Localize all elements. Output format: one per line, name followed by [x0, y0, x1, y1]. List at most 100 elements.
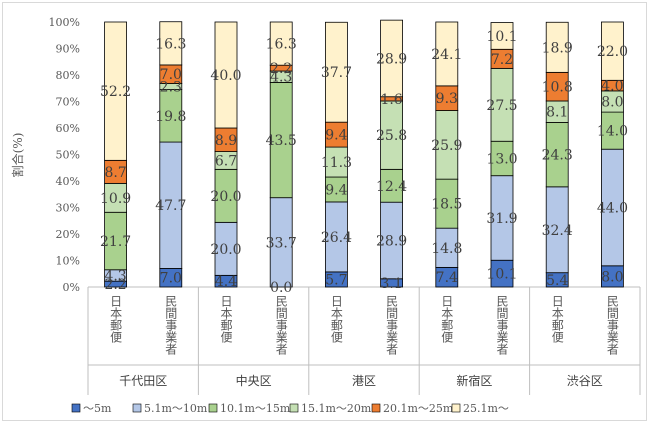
- data-label: 7.0: [160, 271, 182, 287]
- data-label: 8.7: [104, 165, 126, 181]
- legend-label: 25.1m〜: [463, 402, 509, 415]
- data-label: 37.7: [321, 65, 352, 81]
- data-label: 25.9: [431, 138, 462, 154]
- chart-frame: [2, 2, 647, 421]
- data-label: 13.0: [486, 151, 517, 167]
- legend-label: 〜5m: [83, 402, 112, 415]
- data-label: 8.0: [601, 269, 623, 285]
- data-label: 25.8: [376, 128, 407, 144]
- data-label: 43.5: [266, 133, 297, 149]
- data-label: 19.8: [155, 109, 186, 125]
- legend-swatch: [289, 403, 299, 413]
- y-tick-label: 80%: [56, 69, 80, 82]
- bar-segment: [104, 21, 127, 161]
- data-label: 2.2: [270, 61, 292, 77]
- x-category-label: 日本郵便: [329, 295, 343, 343]
- data-label: 9.4: [325, 128, 347, 144]
- x-category-label: 日本郵便: [550, 295, 564, 343]
- data-label: 10.1: [486, 29, 517, 45]
- bar-segment: [380, 19, 404, 98]
- data-label: 9.3: [436, 91, 458, 107]
- data-label: 47.7: [155, 198, 186, 214]
- data-label: 32.4: [542, 223, 573, 239]
- x-category-label: 民間事業者: [274, 295, 288, 356]
- bar-segment: [269, 21, 293, 66]
- data-label: 2.2: [104, 277, 126, 293]
- data-label: 10.8: [542, 80, 573, 96]
- legend-label: 20.1m〜25m: [383, 402, 454, 415]
- bars: [104, 19, 624, 288]
- y-axis-title-group: 割合(%): [10, 133, 25, 178]
- legend-label: 5.1m〜10m: [144, 402, 208, 415]
- x-group-label: 中央区: [236, 373, 272, 388]
- x-group-label: 港区: [352, 374, 376, 388]
- data-label: 5.4: [546, 273, 568, 289]
- legend-swatch: [208, 403, 218, 413]
- data-label: 31.9: [486, 211, 517, 227]
- x-category-label: 民間事業者: [605, 295, 619, 356]
- x-category-labels: 日本郵便 民間事業者 日本郵便 民間事業者 日本郵便 民間事業者 日本郵便 民間事業者 日本郵便…: [109, 295, 620, 356]
- data-label: 20.0: [210, 242, 241, 258]
- data-label: 16.3: [155, 36, 186, 52]
- x-group-label: 新宿区: [456, 373, 492, 388]
- data-label: 26.4: [321, 230, 352, 246]
- data-label: 52.2: [100, 84, 131, 100]
- data-label: 0.0: [270, 280, 292, 296]
- data-label: 27.5: [486, 98, 517, 114]
- legend-label: 15.1m〜20m: [301, 402, 372, 415]
- data-label: 5.7: [325, 272, 347, 288]
- data-label: 8.0: [601, 95, 623, 111]
- data-labels: 2.24.321.710.98.752.27.047.719.82.37.016…: [100, 29, 628, 296]
- y-tick-label: 10%: [56, 255, 80, 268]
- x-group-label: 千代田区: [119, 374, 167, 388]
- x-category-label: 日本郵便: [109, 295, 123, 343]
- data-label: 28.9: [376, 233, 407, 249]
- y-tick-labels: 0% 10% 20% 30% 40% 50% 60% 70% 80% 90% 100%: [49, 16, 80, 294]
- bar-segment: [490, 22, 514, 50]
- x-category-label: 日本郵便: [440, 295, 454, 343]
- data-label: 28.9: [376, 51, 407, 67]
- y-tick-label: 60%: [56, 122, 80, 135]
- legend: 〜5m 5.1m〜10m 10.1m〜15m 15.1m〜20m 20.1m〜25m 25…: [71, 402, 509, 415]
- y-tick-label: 90%: [56, 43, 80, 56]
- data-label: 20.0: [210, 189, 241, 205]
- data-label: 18.5: [431, 197, 462, 213]
- data-label: 22.0: [597, 44, 628, 60]
- y-tick-label: 50%: [56, 149, 80, 162]
- bar-segment: [601, 21, 624, 81]
- data-label: 4.0: [601, 79, 623, 95]
- data-label: 44.0: [597, 201, 628, 217]
- data-label: 16.3: [266, 37, 297, 53]
- bar-segment: [159, 21, 183, 66]
- data-label: 7.2: [491, 52, 513, 68]
- y-tick-label: 40%: [56, 175, 80, 188]
- data-label: 18.9: [542, 40, 573, 56]
- x-category-label: 日本郵便: [219, 295, 233, 343]
- bar-segment: [435, 21, 459, 87]
- x-group-label: 渋谷区: [567, 374, 603, 388]
- y-tick-label: 70%: [56, 96, 80, 109]
- data-label: 4.3: [270, 70, 292, 86]
- data-label: 11.3: [321, 155, 352, 171]
- legend-swatch: [132, 403, 142, 413]
- legend-swatch: [71, 403, 81, 413]
- data-label: 9.4: [325, 182, 347, 198]
- y-tick-label: 0%: [63, 281, 80, 294]
- data-label: 1.6: [380, 92, 402, 108]
- legend-swatch: [371, 403, 381, 413]
- y-tick-label: 30%: [56, 202, 80, 215]
- data-label: 14.8: [431, 241, 462, 257]
- data-label: 2.3: [160, 80, 182, 96]
- data-label: 8.9: [215, 133, 237, 149]
- y-axis-title: 割合(%): [10, 133, 25, 178]
- y-tick-label: 100%: [49, 16, 80, 29]
- data-label: 7.4: [436, 270, 458, 286]
- bar-segment: [214, 21, 238, 129]
- data-label: 7.0: [160, 67, 182, 83]
- bar-segment: [545, 21, 569, 73]
- data-label: 40.0: [210, 68, 241, 84]
- data-label: 24.3: [542, 148, 573, 164]
- x-category-label: 民間事業者: [164, 295, 178, 356]
- data-label: 21.7: [100, 234, 131, 250]
